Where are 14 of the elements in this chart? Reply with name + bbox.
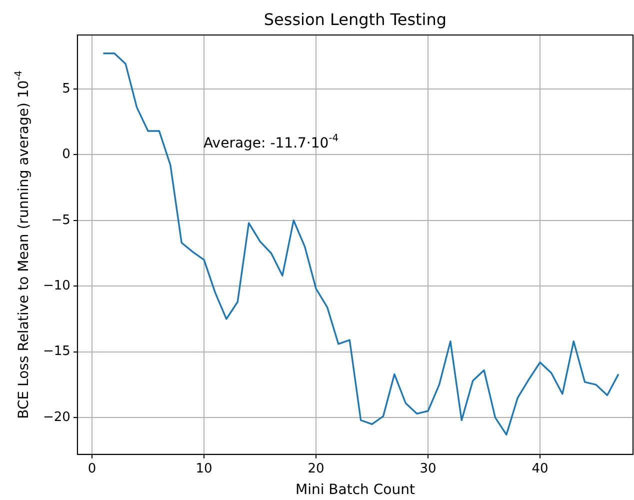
y-tick-label: −20 <box>42 410 70 425</box>
x-tick-label: 0 <box>88 462 96 477</box>
x-axis-title: Mini Batch Count <box>295 482 416 498</box>
x-tick-label: 30 <box>420 462 436 477</box>
chart-title: Session Length Testing <box>264 10 447 29</box>
y-tick-label: −10 <box>42 278 70 294</box>
y-tick-label: 0 <box>62 147 70 162</box>
y-axis-title: BCE Loss Relative to Mean (running average) 10-4 <box>14 70 32 419</box>
x-tick-label: 10 <box>196 462 212 477</box>
x-tick-label: 40 <box>532 462 548 477</box>
y-tick-label: −5 <box>51 212 70 228</box>
y-tick-label: 5 <box>62 81 70 96</box>
x-tick-label: 20 <box>308 462 324 477</box>
y-tick-label: −15 <box>42 344 70 360</box>
